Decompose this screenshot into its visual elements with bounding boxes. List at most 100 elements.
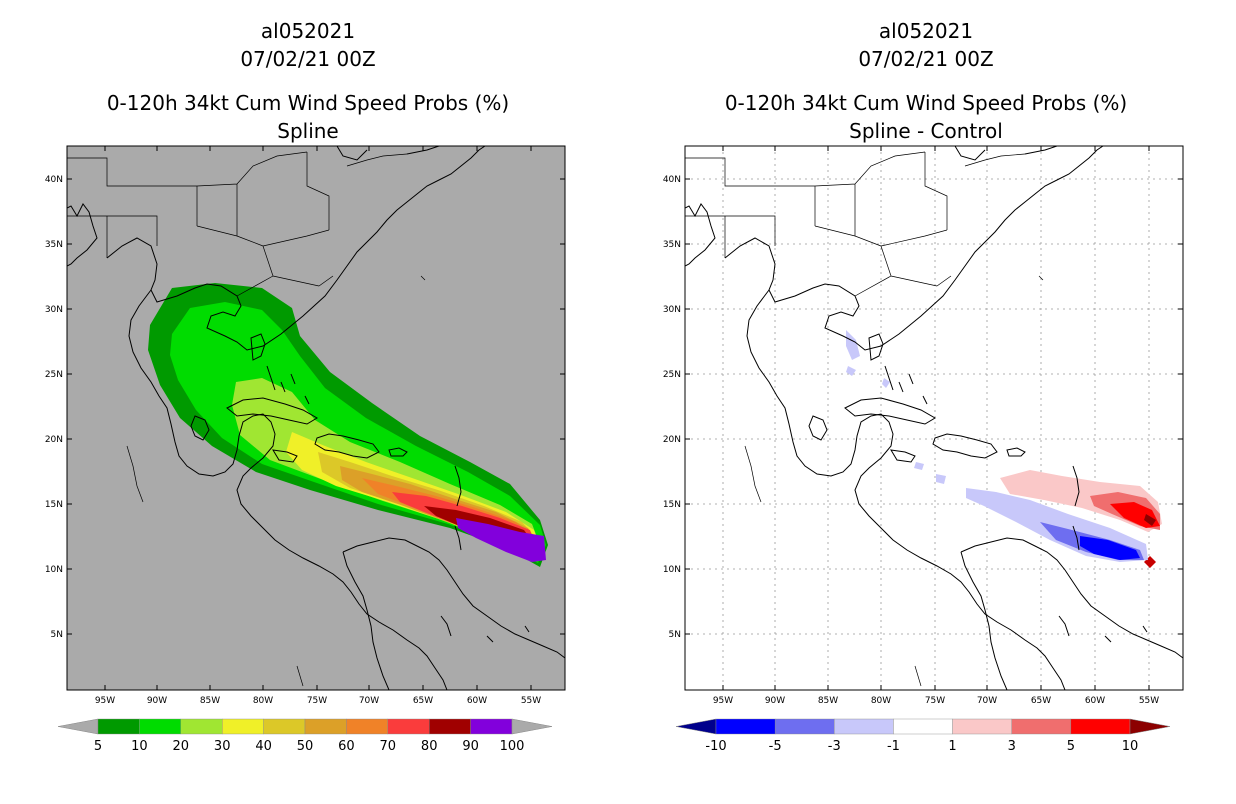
colorbar-label: 3	[1008, 739, 1016, 754]
lon-label: 90W	[765, 696, 785, 706]
colorbar-swatch	[774, 718, 835, 735]
lat-label: 5N	[51, 630, 63, 640]
left-map-frame	[66, 145, 566, 691]
colorbar-swatch	[304, 718, 347, 735]
colorbar-label: 10	[131, 739, 148, 754]
lon-label: 55W	[521, 696, 541, 706]
colorbar-label: 10	[1122, 739, 1139, 754]
lat-label: 10N	[45, 565, 63, 575]
left-lat-ticks: 40N 35N 30N 25N 20N 15N 10N 5N	[45, 175, 565, 640]
colorbar-label: 80	[421, 739, 438, 754]
lon-label: 60W	[467, 696, 487, 706]
diff-neg-small-3	[914, 462, 924, 470]
right-difference-field	[846, 330, 1162, 568]
lat-label: 35N	[663, 240, 681, 250]
diff-neg-5	[1080, 536, 1140, 560]
left-title: 0-120h 34kt Cum Wind Speed Probs (%)	[107, 91, 509, 115]
right-lon-ticks: 95W 90W 85W 80W 75W 70W 65W 60W 55W	[713, 146, 1159, 706]
right-title: 0-120h 34kt Cum Wind Speed Probs (%)	[725, 91, 1127, 115]
colorbar-label: 60	[338, 739, 355, 754]
lat-label: 30N	[45, 305, 63, 315]
colorbar-label: 5	[94, 739, 102, 754]
colorbar-swatch	[346, 718, 388, 735]
colorbar-swatch	[893, 718, 953, 735]
right-datetime: 07/02/21 00Z	[858, 47, 993, 71]
lon-label: 70W	[359, 696, 379, 706]
colorbar-label: 5	[1067, 739, 1075, 754]
colorbar-swatch	[1011, 718, 1072, 735]
right-map-frame	[684, 145, 1184, 691]
colorbar-swatch	[834, 718, 894, 735]
prob-band-90	[456, 518, 546, 562]
colorbar-swatch	[387, 718, 430, 735]
colorbar-swatch	[180, 718, 223, 735]
right-storm-id: al052021	[879, 19, 973, 43]
lon-label: 80W	[871, 696, 891, 706]
left-lon-ticks: 95W 90W 85W 80W 75W 70W 65W 60W 55W	[95, 146, 541, 706]
right-subtitle: Spline - Control	[849, 119, 1003, 143]
lat-label: 25N	[663, 370, 681, 380]
colorbar-swatch	[470, 718, 513, 735]
diff-neg-small-bahamas	[846, 366, 856, 376]
lat-label: 35N	[45, 240, 63, 250]
colorbar-label: 100	[500, 739, 525, 754]
lat-label: 20N	[663, 435, 681, 445]
lat-label: 15N	[663, 500, 681, 510]
colorbar-swatch	[952, 718, 1012, 735]
lat-label: 30N	[663, 305, 681, 315]
diff-neg-small-4	[936, 474, 946, 484]
colorbar-under-triangle	[675, 718, 717, 735]
colorbar-label: 1	[948, 739, 956, 754]
colorbar-over-triangle	[511, 718, 553, 735]
colorbar-label: 90	[462, 739, 479, 754]
colorbar-label: 40	[255, 739, 272, 754]
colorbar-label: 30	[214, 739, 231, 754]
lon-label: 70W	[977, 696, 997, 706]
colorbar-label: -10	[705, 739, 726, 754]
right-map	[685, 146, 1183, 690]
diff-neg-small-2	[882, 378, 890, 388]
lat-label: 25N	[45, 370, 63, 380]
colorbar-swatch	[1070, 718, 1131, 735]
colorbar-label: -1	[887, 739, 900, 754]
colorbar-label: 70	[380, 739, 397, 754]
colorbar-label: -5	[769, 739, 782, 754]
left-subtitle: Spline	[277, 119, 338, 143]
colorbar-swatch	[263, 718, 306, 735]
lat-label: 20N	[45, 435, 63, 445]
lat-label: 40N	[45, 175, 63, 185]
lon-label: 75W	[925, 696, 945, 706]
colorbar-swatch	[221, 718, 264, 735]
colorbar-label: 50	[297, 739, 314, 754]
lon-label: 60W	[1085, 696, 1105, 706]
diff-neg-small-florida	[846, 330, 860, 360]
lon-label: 75W	[307, 696, 327, 706]
lon-label: 65W	[413, 696, 433, 706]
left-colorbar: 5 10 20 30 40 50 60 70 80 90 100	[57, 718, 553, 754]
colorbar-swatch	[97, 718, 140, 735]
lat-label: 15N	[45, 500, 63, 510]
lat-label: 5N	[669, 630, 681, 640]
right-colorbar: -10 -5 -3 -1 1 3 5 10	[675, 718, 1171, 754]
lon-label: 95W	[713, 696, 733, 706]
diff-pos-10	[1144, 514, 1156, 526]
colorbar-label: 20	[173, 739, 190, 754]
colorbar-swatch	[715, 718, 776, 735]
colorbar-under-triangle	[57, 718, 99, 735]
lon-label: 90W	[147, 696, 167, 706]
lon-label: 85W	[818, 696, 838, 706]
right-lat-ticks: 40N 35N 30N 25N 20N 15N 10N 5N	[663, 175, 1183, 640]
lon-label: 85W	[200, 696, 220, 706]
lat-label: 40N	[663, 175, 681, 185]
colorbar-over-triangle	[1129, 718, 1171, 735]
left-storm-id: al052021	[261, 19, 355, 43]
left-probability-field	[148, 283, 548, 567]
colorbar-label: -3	[828, 739, 841, 754]
right-panel: al052021 07/02/21 00Z 0-120h 34kt Cum Wi…	[663, 19, 1184, 754]
lon-label: 80W	[253, 696, 273, 706]
left-panel: al052021 07/02/21 00Z 0-120h 34kt Cum Wi…	[45, 19, 566, 754]
lat-label: 10N	[663, 565, 681, 575]
lon-label: 65W	[1031, 696, 1051, 706]
left-map	[67, 146, 565, 690]
lon-label: 55W	[1139, 696, 1159, 706]
